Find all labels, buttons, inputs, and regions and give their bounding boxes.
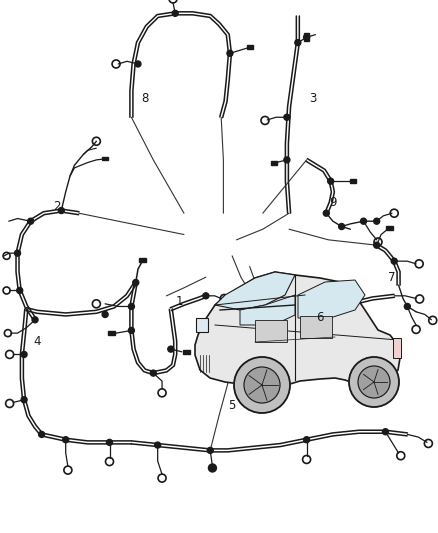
Circle shape (284, 114, 290, 120)
Polygon shape (298, 280, 365, 318)
Circle shape (28, 218, 34, 224)
Circle shape (58, 207, 64, 214)
Circle shape (102, 311, 108, 318)
Bar (102, 157, 108, 160)
Circle shape (14, 250, 21, 256)
Circle shape (155, 442, 161, 448)
Text: 2: 2 (53, 200, 61, 213)
Circle shape (286, 301, 292, 307)
Text: 5: 5 (229, 399, 236, 411)
Circle shape (17, 287, 23, 294)
Circle shape (63, 437, 69, 443)
Circle shape (32, 317, 38, 323)
Circle shape (133, 279, 139, 286)
Circle shape (328, 178, 334, 184)
Circle shape (304, 34, 310, 41)
Circle shape (128, 327, 134, 334)
Bar (271, 161, 277, 165)
Circle shape (203, 293, 209, 299)
Polygon shape (240, 295, 295, 325)
Circle shape (234, 357, 290, 413)
Text: 8: 8 (141, 92, 148, 105)
Circle shape (339, 223, 345, 230)
Circle shape (172, 10, 178, 17)
Circle shape (208, 464, 216, 472)
Polygon shape (195, 272, 400, 390)
Bar (247, 45, 253, 50)
Bar (183, 350, 190, 354)
Circle shape (39, 431, 45, 438)
Bar (393, 338, 401, 358)
Polygon shape (215, 272, 295, 310)
Circle shape (21, 397, 27, 403)
Bar (108, 331, 115, 335)
Bar (300, 316, 332, 338)
Circle shape (382, 429, 389, 435)
Circle shape (284, 157, 290, 163)
Circle shape (168, 346, 174, 352)
Circle shape (128, 303, 134, 310)
Bar (386, 226, 393, 230)
Text: 7: 7 (388, 271, 396, 284)
Bar (255, 320, 287, 342)
Circle shape (295, 39, 301, 46)
Circle shape (150, 370, 156, 376)
Circle shape (323, 210, 329, 216)
Text: 6: 6 (316, 311, 324, 324)
Circle shape (106, 439, 113, 446)
Text: 9: 9 (329, 196, 337, 209)
Text: 4: 4 (33, 335, 41, 348)
Text: 1: 1 (176, 295, 184, 308)
Circle shape (391, 258, 397, 264)
Circle shape (227, 50, 233, 56)
Circle shape (349, 357, 399, 407)
Circle shape (244, 367, 280, 403)
Circle shape (135, 61, 141, 67)
Circle shape (358, 366, 390, 398)
Circle shape (404, 303, 410, 310)
Circle shape (207, 447, 213, 454)
Bar (139, 258, 146, 262)
Circle shape (21, 351, 27, 358)
Circle shape (374, 242, 380, 248)
Circle shape (360, 218, 367, 224)
Circle shape (347, 301, 353, 307)
Bar (196, 318, 208, 332)
Circle shape (374, 218, 380, 224)
Bar (350, 179, 356, 183)
Bar (304, 33, 309, 42)
Text: 3: 3 (310, 92, 317, 105)
Circle shape (304, 437, 310, 443)
